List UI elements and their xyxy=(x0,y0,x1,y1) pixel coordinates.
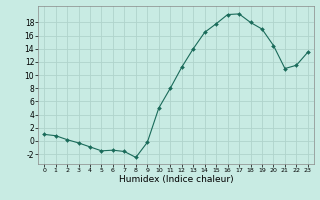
X-axis label: Humidex (Indice chaleur): Humidex (Indice chaleur) xyxy=(119,175,233,184)
